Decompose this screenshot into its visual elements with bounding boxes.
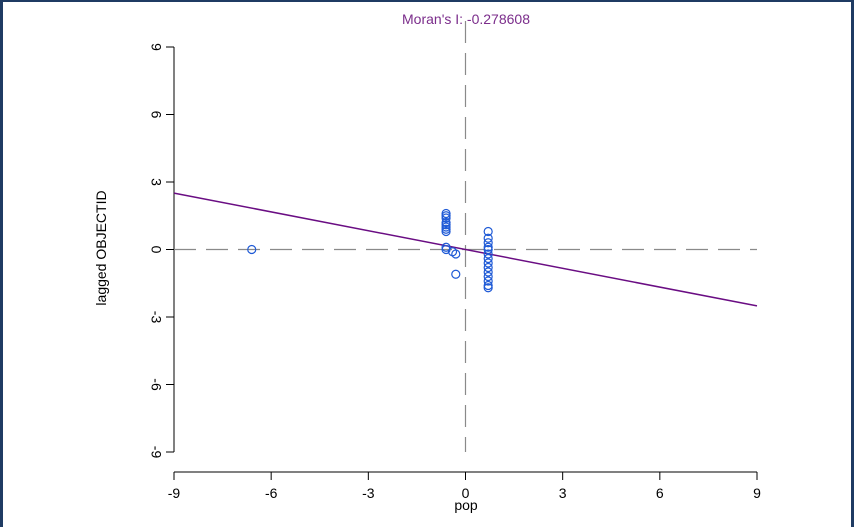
data-point (451, 269, 461, 279)
x-tick-label: -6 (265, 485, 278, 501)
data-point (441, 226, 451, 237)
window-border-right (851, 0, 854, 527)
window-border-left (0, 0, 3, 527)
window-border-top (0, 0, 854, 2)
x-tick-label: -9 (168, 485, 181, 501)
y-tick-label: 3 (148, 178, 164, 186)
x-tick-label: 3 (559, 485, 567, 501)
reference-lines (174, 21, 757, 452)
y-tick-label: -3 (148, 311, 164, 324)
data-point (483, 258, 493, 268)
data-point (483, 249, 493, 259)
data-point (483, 283, 493, 293)
data-point (483, 238, 493, 248)
y-tick-label: 6 (148, 111, 164, 119)
y-tick-label: 9 (148, 43, 164, 51)
x-tick-label: -3 (362, 485, 375, 501)
x-axis-label: pop (454, 497, 478, 513)
data-point (247, 244, 257, 255)
data-point (483, 267, 493, 277)
regression-line (173, 192, 758, 307)
data-point (451, 249, 461, 259)
y-tick-label: 0 (148, 246, 164, 254)
data-point (483, 253, 493, 264)
data-point (483, 244, 493, 255)
data-point (441, 244, 451, 255)
y-tick-label: -9 (148, 446, 164, 459)
data-point (483, 262, 493, 273)
x-tick-label: 6 (656, 485, 664, 501)
data-points (247, 208, 493, 293)
y-tick-label: -6 (148, 378, 164, 391)
regression-line-group (173, 192, 758, 307)
data-point (483, 276, 493, 286)
x-tick-label: 9 (753, 485, 761, 501)
x-tick-label: 0 (462, 485, 470, 501)
data-point (483, 233, 493, 243)
y-axis-label: lagged OBJECTID (93, 190, 109, 305)
axes-group: -9 -6 -3 0 3 6 9 -9 -6 -3 0 3 6 9 (148, 43, 761, 501)
data-point (441, 213, 451, 223)
data-point (483, 226, 493, 237)
data-point (483, 271, 493, 282)
chart-title: Moran's I: -0.278608 (402, 11, 530, 27)
